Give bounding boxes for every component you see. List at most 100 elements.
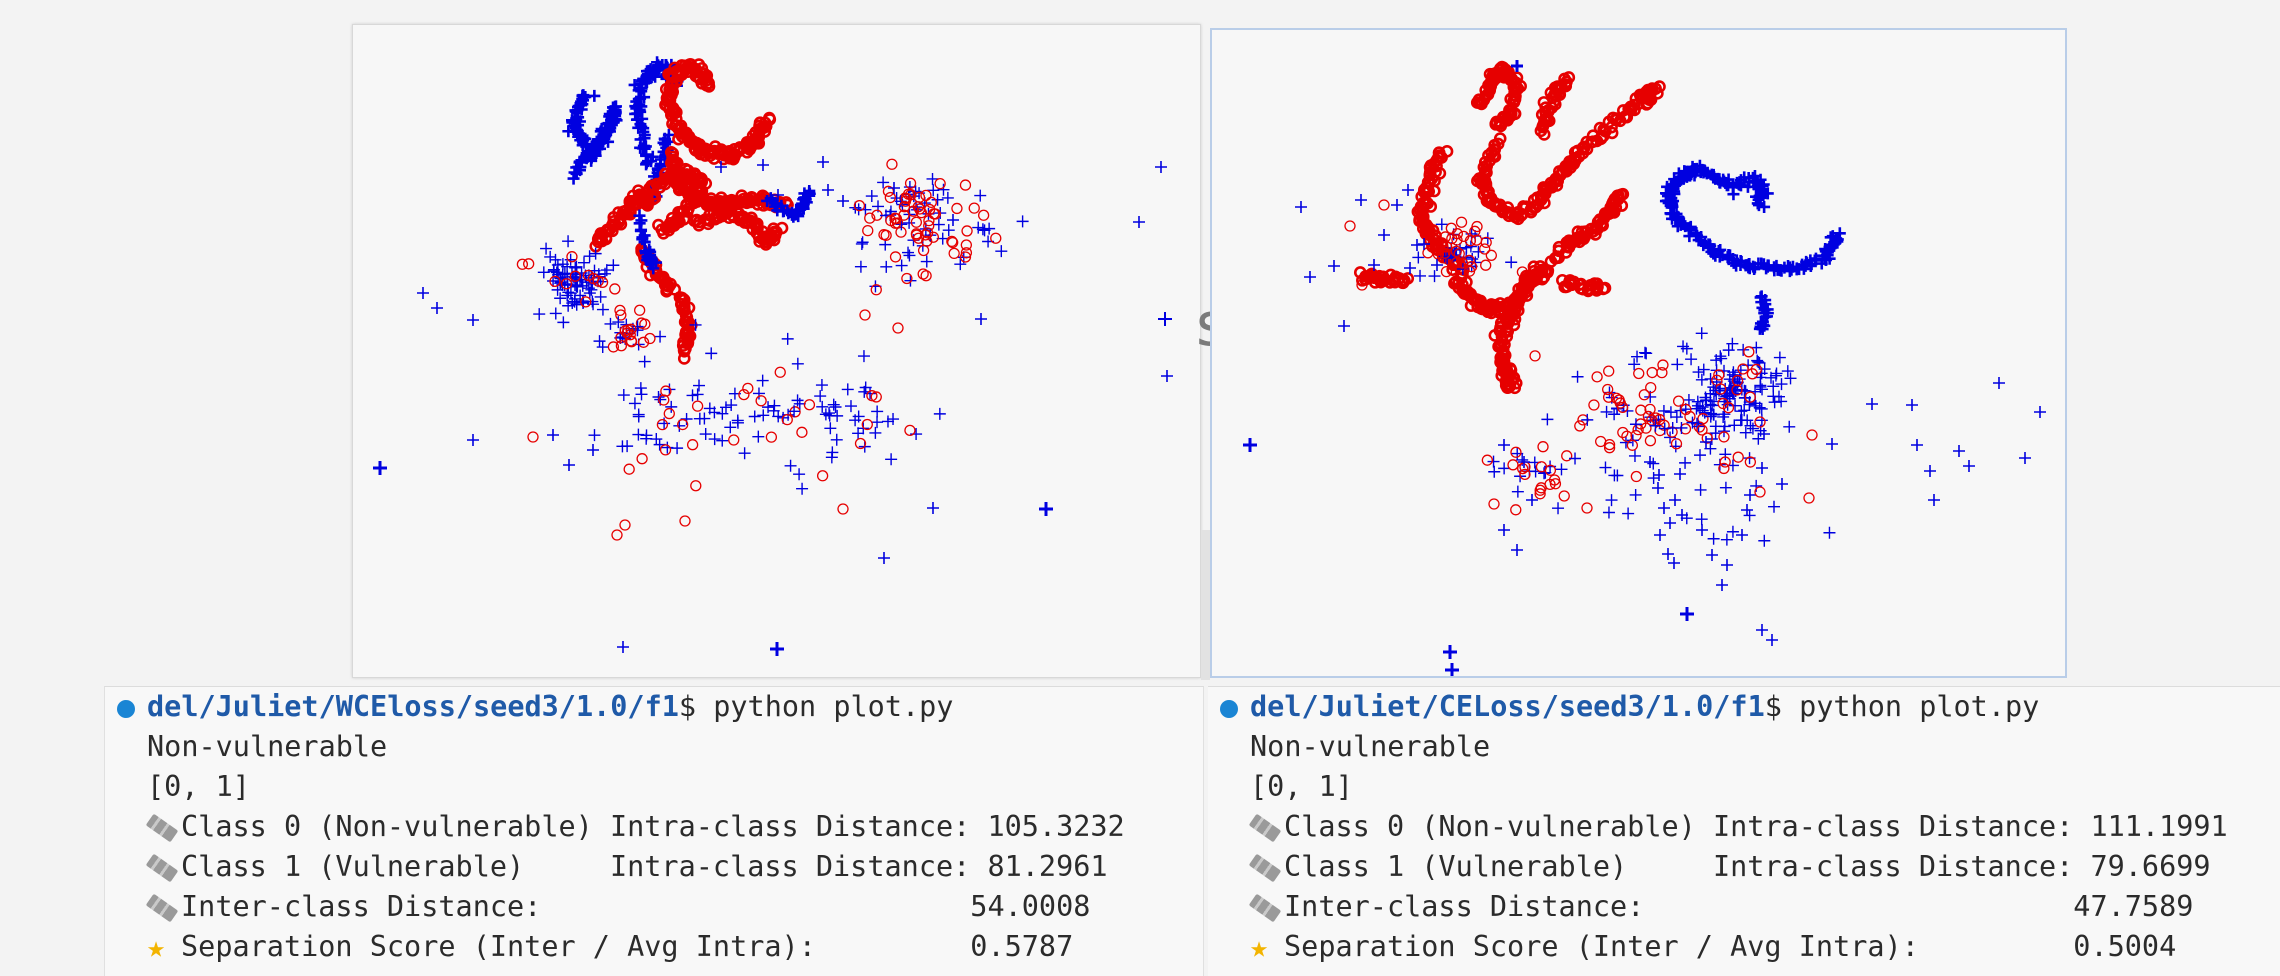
class0-point — [796, 482, 809, 495]
class0-point — [854, 260, 867, 273]
class0-point — [1611, 469, 1624, 482]
class0-point — [1464, 240, 1477, 253]
class0-point — [467, 434, 479, 446]
class0-point — [1338, 320, 1350, 332]
class0-point — [725, 399, 738, 412]
class0-point — [1734, 414, 1747, 427]
class1-point — [1479, 243, 1491, 255]
class1-point — [660, 385, 672, 397]
class1-point — [1356, 279, 1368, 291]
class0-point — [596, 341, 609, 354]
class0-point — [1706, 549, 1718, 561]
class0-point — [1753, 322, 1766, 335]
class1-point — [691, 400, 704, 412]
inter-distance-text: Inter-class Distance: 47.7589 — [1284, 890, 2194, 923]
class0-point — [1629, 418, 1642, 431]
inter-distance-text: Inter-class Distance: 54.0008 — [181, 890, 1091, 923]
class0-point — [1717, 425, 1730, 438]
class0-point — [663, 383, 676, 396]
straight-ruler-icon — [1248, 890, 1284, 924]
class0-point — [781, 332, 794, 345]
class1-point — [1437, 241, 1449, 253]
class0-point — [902, 246, 915, 259]
class0-point — [594, 290, 607, 303]
class1-point — [1535, 461, 1548, 473]
class1-point — [885, 214, 897, 227]
class0-point — [640, 158, 653, 171]
class1-point — [644, 332, 656, 345]
class0-point — [1443, 645, 1457, 659]
class0-point — [644, 257, 657, 270]
prompt-path: del/Juliet/WCEloss/seed3/1.0/f1 — [147, 690, 679, 723]
class1-point — [901, 272, 913, 285]
class1-point — [947, 236, 959, 249]
class0-point — [1704, 372, 1717, 385]
class1-point — [1617, 426, 1629, 439]
class0-point — [1772, 390, 1785, 403]
class1-point — [1517, 462, 1529, 475]
class0-point — [1704, 387, 1717, 400]
class0-point — [1412, 251, 1425, 264]
class0-point — [540, 242, 553, 255]
class1-point — [917, 268, 929, 280]
class0-point — [871, 416, 884, 429]
class0-point — [1658, 422, 1671, 435]
class0-point — [2019, 452, 2031, 464]
class0-point — [1668, 557, 1680, 569]
class0-point — [1756, 462, 1768, 474]
class0-point — [596, 303, 609, 316]
class1-point — [959, 251, 972, 263]
class0-point — [1605, 494, 1618, 507]
class1-point — [639, 318, 651, 330]
class1-distance-line: Class 1 (Vulnerable) Intra-class Distanc… — [1248, 850, 2211, 884]
class0-point — [634, 382, 647, 395]
class0-point — [1823, 526, 1836, 539]
class1-point — [854, 437, 867, 450]
class0-point — [752, 387, 765, 400]
class1-point — [928, 208, 940, 220]
terminal-panel-left[interactable]: del/Juliet/WCEloss/seed3/1.0/f1$ python … — [104, 686, 1204, 976]
class1-point — [910, 216, 923, 228]
class1-point — [1596, 219, 1609, 232]
terminal-panel-right[interactable]: del/Juliet/CELoss/seed3/1.0/f1$ python p… — [1208, 686, 2280, 976]
class1-point — [637, 336, 650, 348]
class1-point — [1679, 423, 1692, 435]
class0-point — [1911, 439, 1923, 451]
class1-point — [1485, 146, 1498, 160]
class0-point — [638, 142, 651, 155]
class0-point — [803, 184, 816, 197]
class0-point — [646, 150, 659, 163]
class1-point — [1514, 79, 1527, 93]
class1-point — [968, 202, 980, 214]
class0-point — [1654, 529, 1666, 541]
class1-point — [1507, 459, 1519, 471]
class0-point — [791, 357, 804, 370]
class1-point — [1445, 222, 1457, 234]
straight-ruler-icon — [1248, 810, 1284, 844]
class1-point — [892, 322, 904, 334]
class0-point — [748, 410, 761, 423]
class0-point — [640, 432, 653, 445]
class0-point — [1758, 363, 1771, 376]
class1-point — [803, 399, 816, 411]
class0-point — [1866, 398, 1878, 410]
class0-point — [604, 317, 617, 330]
class0-point — [1685, 353, 1698, 366]
class1-point — [948, 247, 960, 260]
class1-point — [663, 407, 675, 420]
class0-point — [1754, 191, 1767, 204]
class0-distance-line: Class 0 (Non-vulnerable) Intra-class Dis… — [145, 810, 1125, 844]
class1-point — [1731, 384, 1743, 396]
class1-point — [1562, 71, 1576, 84]
class0-point — [1755, 414, 1768, 427]
class1-distance-line: Class 1 (Vulnerable) Intra-class Distanc… — [145, 850, 1108, 884]
class1-point — [864, 212, 876, 224]
class0-point — [1721, 559, 1733, 571]
class0-point — [856, 236, 869, 249]
class1-point — [775, 221, 789, 235]
class1-point — [1803, 492, 1815, 504]
class0-point — [554, 292, 567, 305]
class0-point — [628, 397, 641, 410]
inter-distance-line: Inter-class Distance: 54.0008 — [145, 890, 1091, 924]
class0-point — [1696, 401, 1709, 414]
